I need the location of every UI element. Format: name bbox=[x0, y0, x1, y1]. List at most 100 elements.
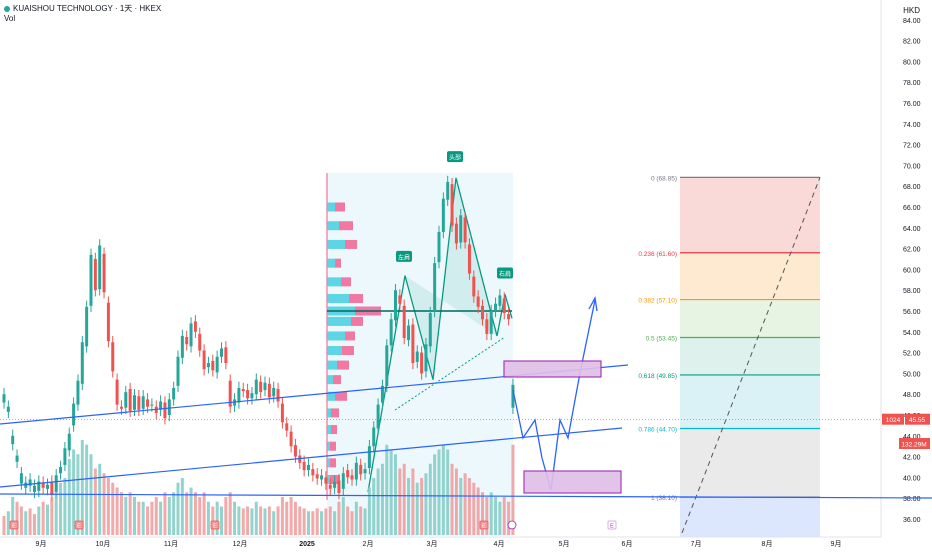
candle-body bbox=[437, 231, 441, 263]
candle-body bbox=[215, 356, 219, 373]
candle-body bbox=[263, 382, 267, 391]
y-tick-label: 54.00 bbox=[903, 330, 921, 337]
volume-bar bbox=[59, 482, 63, 535]
volume-bar bbox=[237, 506, 241, 535]
x-tick-label: 2月 bbox=[363, 540, 374, 548]
candle-body bbox=[150, 404, 154, 406]
y-tick-label: 50.00 bbox=[903, 371, 921, 378]
candle-body bbox=[241, 389, 245, 392]
candle-body bbox=[137, 396, 141, 410]
volume-bar bbox=[315, 508, 319, 535]
candle-body bbox=[424, 344, 428, 372]
volume-profile-bar-down bbox=[342, 346, 354, 356]
candle-body bbox=[37, 481, 41, 491]
symbol-line[interactable]: KUAISHOU TECHNOLOGY · 1天 · HKEX bbox=[4, 4, 161, 14]
volume-profile-bar-down bbox=[345, 331, 355, 341]
volume-bar bbox=[67, 459, 71, 535]
candle-body bbox=[19, 473, 23, 484]
volume-profile-bar-down bbox=[335, 202, 345, 212]
y-tick-label: 58.00 bbox=[903, 288, 921, 295]
volume-profile-bar-down bbox=[335, 258, 341, 268]
candle-body bbox=[228, 380, 232, 407]
volume-profile-bar-down bbox=[335, 391, 347, 401]
candle-body bbox=[111, 342, 115, 372]
volume-profile-bar-up bbox=[327, 360, 337, 370]
fib-level-label: 0.786 (44.70) bbox=[638, 427, 677, 434]
volume-bar bbox=[150, 501, 154, 535]
candle-body bbox=[267, 383, 271, 398]
x-tick-label: 2025 bbox=[299, 541, 315, 548]
candle-body bbox=[385, 345, 389, 386]
candle-body bbox=[311, 469, 315, 476]
volume-bar bbox=[450, 463, 454, 535]
volume-bar bbox=[98, 463, 102, 535]
candle-body bbox=[115, 379, 119, 405]
last-price-badge-bg bbox=[905, 413, 930, 425]
candle-body bbox=[41, 482, 45, 488]
volume-profile-bar-down bbox=[351, 316, 363, 326]
x-tick-label: 12月 bbox=[233, 540, 248, 548]
volume-bar bbox=[307, 511, 310, 535]
projected-path bbox=[512, 299, 596, 491]
volume-bar bbox=[337, 501, 341, 535]
volume-indicator-label[interactable]: Vol bbox=[4, 14, 16, 23]
candle-body bbox=[476, 296, 480, 307]
candle-body bbox=[28, 479, 32, 486]
volume-bar bbox=[154, 497, 158, 535]
volume-bar bbox=[311, 511, 315, 535]
y-tick-label: 84.00 bbox=[903, 18, 921, 25]
volume-bar bbox=[437, 449, 441, 535]
volume-profile-bar-up bbox=[327, 294, 349, 304]
volume-bar bbox=[102, 473, 106, 535]
volume-bar bbox=[298, 506, 302, 535]
volume-bar bbox=[28, 508, 32, 535]
candle-body bbox=[106, 302, 110, 342]
volume-profile-bar-up bbox=[327, 425, 331, 435]
volume-bar bbox=[220, 506, 223, 535]
volume-bar bbox=[441, 444, 445, 535]
candle-body bbox=[54, 475, 58, 492]
volume-bar bbox=[233, 501, 237, 535]
volume-bar bbox=[46, 504, 49, 535]
volume-bar bbox=[206, 501, 210, 535]
candle-body bbox=[485, 319, 489, 334]
candle-body bbox=[459, 215, 463, 243]
y-tick-label: 44.00 bbox=[903, 434, 921, 441]
candle-body bbox=[163, 402, 167, 419]
volume-profile-bar-up bbox=[327, 258, 335, 268]
volume-bar bbox=[420, 478, 424, 535]
fib-zone bbox=[680, 497, 820, 537]
volume-bar bbox=[272, 511, 276, 535]
volume-bar bbox=[2, 516, 6, 535]
volume-profile-bar-up bbox=[327, 391, 335, 401]
volume-bar bbox=[224, 497, 228, 535]
volume-bar bbox=[380, 463, 384, 535]
resistance-box bbox=[503, 360, 602, 378]
volume-bar bbox=[489, 492, 493, 535]
volume-profile-bar-up bbox=[327, 331, 345, 341]
volume-bar bbox=[172, 492, 176, 535]
candle-body bbox=[76, 380, 80, 405]
candle-body bbox=[376, 404, 380, 429]
candle-body bbox=[80, 342, 84, 384]
candle-body bbox=[394, 290, 397, 321]
volume-bar bbox=[354, 501, 358, 535]
candle-body bbox=[337, 480, 341, 493]
y-tick-label: 60.00 bbox=[903, 267, 921, 274]
y-tick-label: 42.00 bbox=[903, 455, 921, 462]
left-shoulder-label-bg bbox=[396, 250, 412, 262]
candle-body bbox=[172, 387, 176, 400]
candle-body bbox=[189, 323, 193, 347]
candle-body bbox=[494, 303, 498, 311]
y-tick-label: 64.00 bbox=[903, 226, 921, 233]
fib-level-label: 0.382 (57.10) bbox=[638, 298, 677, 305]
candle-body bbox=[185, 337, 189, 345]
candle-body bbox=[389, 319, 393, 346]
volume-profile-bar-up bbox=[327, 441, 330, 451]
x-tick-label: 9月 bbox=[36, 540, 47, 548]
volume-bar bbox=[176, 482, 180, 535]
candle-body bbox=[102, 253, 106, 293]
x-tick-label: 5月 bbox=[559, 540, 570, 548]
